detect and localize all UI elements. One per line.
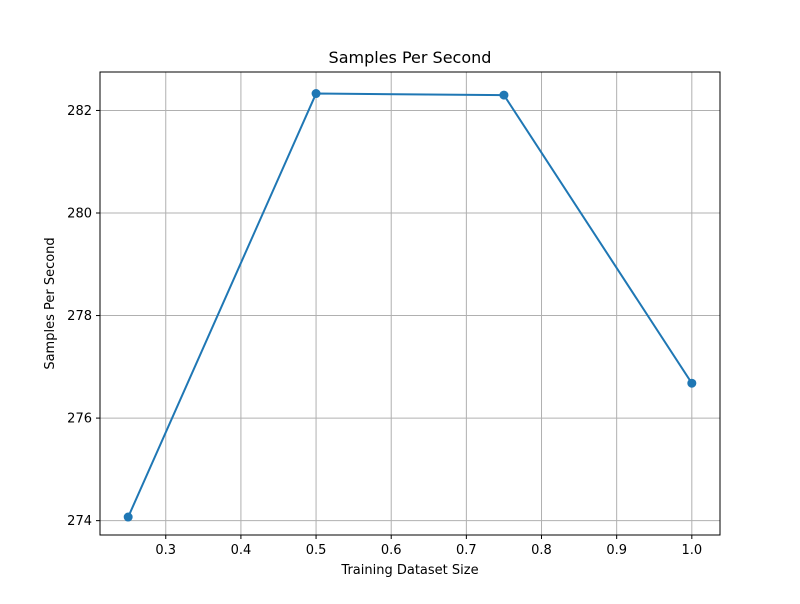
data-point-marker: [687, 378, 697, 388]
x-tick-label: 0.3: [155, 543, 176, 558]
x-tick-label: 0.5: [306, 543, 327, 558]
data-point-marker: [311, 89, 321, 99]
x-axis-ticks: 0.3 0.4 0.5 0.6 0.7 0.8 0.9 1.0: [155, 535, 702, 558]
x-axis-label: Training Dataset Size: [340, 563, 478, 578]
y-axis-label: Samples Per Second: [43, 237, 58, 369]
y-tick-label: 278: [67, 309, 92, 324]
y-tick-label: 280: [67, 207, 92, 222]
data-point-marker: [123, 512, 133, 522]
data-point-marker: [499, 90, 509, 100]
y-tick-label: 274: [67, 514, 92, 529]
series-layer: [123, 89, 697, 522]
grid-layer: [100, 72, 720, 535]
x-tick-label: 0.8: [531, 543, 552, 558]
x-tick-label: 0.7: [456, 543, 477, 558]
x-tick-label: 0.6: [381, 543, 402, 558]
y-tick-label: 282: [67, 104, 92, 119]
x-tick-label: 0.9: [606, 543, 627, 558]
y-tick-label: 276: [67, 412, 92, 427]
chart-title: Samples Per Second: [329, 48, 492, 67]
x-tick-label: 1.0: [681, 543, 702, 558]
x-tick-label: 0.4: [231, 543, 252, 558]
plot-frame: [99, 71, 721, 536]
series-line: [127, 92, 693, 518]
y-axis-ticks: 274 276 278 280 282: [67, 104, 100, 529]
